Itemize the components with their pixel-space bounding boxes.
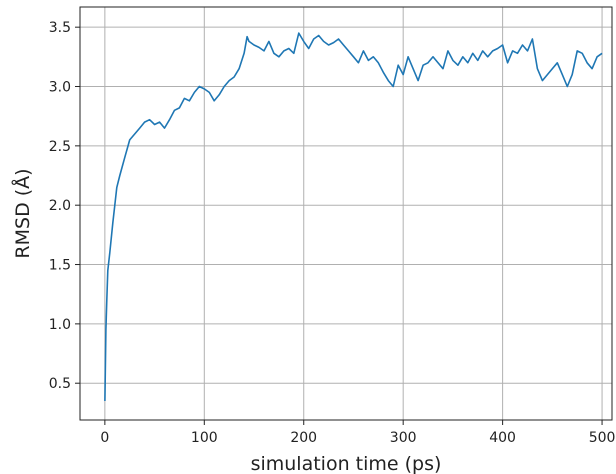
x-tick-label: 400 (489, 430, 516, 446)
x-tick-label: 300 (390, 430, 417, 446)
x-tick-label: 200 (290, 430, 317, 446)
y-tick-label: 3.0 (49, 80, 71, 96)
y-tick-label: 1.5 (49, 258, 71, 274)
x-tick-label: 0 (100, 430, 109, 446)
x-tick-label: 100 (191, 430, 218, 446)
x-tick-label: 500 (589, 430, 616, 446)
y-axis-label: RMSD (Å) (11, 168, 34, 258)
ticks: 0 100 200 300 400 500 0.5 1.0 1.5 2.0 2.5 3.0 3.5 (49, 20, 616, 446)
plot-frame (79, 6, 613, 421)
y-tick-label: 2.5 (49, 139, 71, 155)
grid (80, 7, 612, 420)
y-tick-label: 1.0 (49, 317, 71, 333)
x-axis-label: simulation time (ps) (251, 453, 442, 474)
y-tick-label: 0.5 (49, 376, 71, 392)
y-tick-label: 3.5 (49, 20, 71, 36)
rmsd-series-line (104, 32, 603, 402)
y-tick-label: 2.0 (49, 198, 71, 214)
